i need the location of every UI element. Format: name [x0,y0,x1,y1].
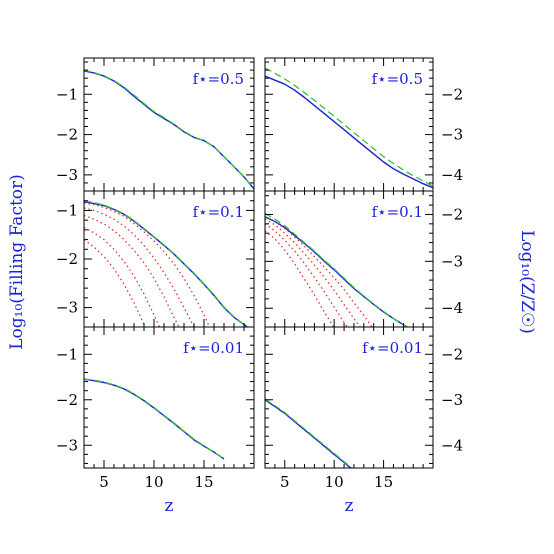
panel-frame [264,326,434,469]
series-line-dashed-1 [84,378,225,460]
y-tick-label: −3 [56,166,78,184]
series-line-solid-0 [84,201,249,327]
series-line-dotted-5 [265,230,335,327]
panel-label: f⋆=0.01 [183,339,244,357]
y-tick-label: −3 [441,252,463,270]
panel-2-1: −2 −3 −4 5 10 15 f⋆=0.01 [264,326,463,491]
x-tick-label: 5 [99,473,109,491]
x-tick-label: 5 [280,473,290,491]
series-group [84,200,249,327]
x-tick-label: 10 [325,473,344,491]
series-line-dotted-6 [84,239,147,327]
right-y-axis-title: Log₁₀(Z/Z☉) [517,230,537,334]
y-tick-label: −2 [56,250,78,268]
x-tick-label: 15 [194,473,213,491]
x-tick-label: 15 [374,473,393,491]
y-tick-label: −1 [56,345,78,363]
series-line-dashed-1 [265,212,409,327]
panel-frame [83,326,255,469]
series-group [265,67,433,189]
series-line-dotted-4 [84,214,180,327]
series-line-dotted-3 [265,218,362,327]
y-tick-label: −2 [56,126,78,144]
series-line-solid-0 [265,399,352,468]
panel-label: f⋆=0.5 [193,70,244,88]
y-tick-label: −3 [56,299,78,317]
series-group [84,69,254,190]
series-line-dashed-1 [265,67,433,187]
series-line-dotted-4 [265,223,349,327]
series-line-dotted-5 [84,226,161,327]
x-tick-label: 10 [144,473,163,491]
series-line-dashed-1 [265,398,353,468]
y-tick-label: −2 [441,345,463,363]
panel-0-0: −1 −2 −3 f⋆=0.5 [56,57,255,192]
panel-label: f⋆=0.1 [193,203,244,221]
series-line-solid-0 [84,70,254,190]
y-tick-label: −2 [441,205,463,223]
panel-0-1: −2 −3 −4 f⋆=0.5 [264,57,463,192]
series-group [265,212,409,327]
series-line-dotted-3 [84,207,195,327]
y-tick-label: −3 [56,436,78,454]
y-tick-label: −2 [441,85,463,103]
y-tick-label: −4 [441,436,463,454]
panel-label: f⋆=0.01 [362,339,423,357]
y-tick-label: −4 [441,166,463,184]
series-line-solid-0 [265,75,433,189]
y-tick-label: −2 [56,391,78,409]
y-tick-label: −1 [56,201,78,219]
panel-1-1: −2 −3 −4 f⋆=0.1 [264,190,463,328]
panel-label: f⋆=0.5 [372,70,423,88]
x-axis-title-right: z [345,496,354,516]
left-y-axis-title: Log₁₀(Filling Factor) [7,174,27,350]
series-group [265,398,353,468]
series-line-solid-0 [84,378,225,460]
y-tick-label: −4 [441,299,463,317]
series-line-dashed-1 [84,69,254,190]
series-line-solid-0 [265,216,409,327]
panel-label: f⋆=0.1 [372,203,423,221]
panel-1-0: −1 −2 −3 f⋆=0.1 [56,190,255,328]
y-tick-label: −1 [56,85,78,103]
y-tick-label: −3 [441,391,463,409]
series-line-dashed-1 [84,200,249,327]
panels-group: −1 −2 −3 f⋆=0.5 −2 −3 −4 f⋆=0.5 −1 −2 −3 f⋆=0.1 −2 −3… [56,57,463,491]
panel-2-0: −1 −2 −3 5 10 15 f⋆=0.01 [56,326,255,491]
series-line-dotted-2 [265,216,373,327]
y-tick-label: −3 [441,126,463,144]
x-axis-title-left: z [165,496,174,516]
series-group [84,378,225,460]
